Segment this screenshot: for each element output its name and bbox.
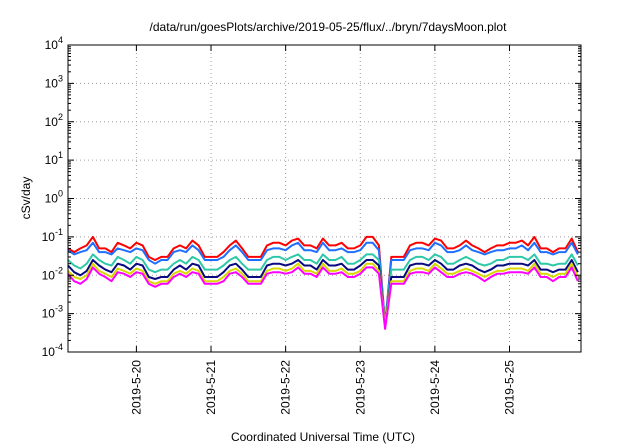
x-tick-layer: 2019-5-20 2019-5-21 2019-5-22 2019-5-23 2019… [129,45,516,415]
series-layer [67,235,579,330]
series-line-2 [67,241,579,327]
x-tick-label: 2019-5-23 [353,360,367,415]
series-line-6 [67,266,579,330]
y-tick-label: 10-4 [42,342,63,359]
series-line-5 [67,262,579,327]
chart-title: /data/run/goesPlots/archive/2019-05-25/f… [150,20,508,34]
y-tick-label: 10-1 [42,227,63,244]
y-tick-layer: 10-4 10-3 10-2 10-1 100 101 102 103 104 [42,35,581,359]
series-line-1 [67,235,579,327]
y-tick-label: 101 [45,150,63,167]
x-tick-label: 2019-5-24 [428,360,442,415]
y-tick-label: 10-2 [42,265,63,282]
series-line-4 [67,259,579,327]
series-line-3 [67,253,579,327]
y-axis-label: cSv/day [19,177,33,220]
x-tick-label: 2019-5-20 [129,360,143,415]
y-tick-label: 10-3 [42,304,63,321]
x-tick-label: 2019-5-22 [279,360,293,415]
x-tick-label: 2019-5-21 [204,360,218,415]
y-tick-label: 104 [45,35,63,52]
y-tick-label: 100 [45,189,63,206]
y-tick-label: 103 [45,73,63,90]
x-tick-label: 2019-5-25 [502,360,516,415]
grid-layer [68,45,581,352]
y-tick-label: 102 [45,112,63,129]
x-axis-label: Coordinated Universal Time (UTC) [231,430,415,444]
